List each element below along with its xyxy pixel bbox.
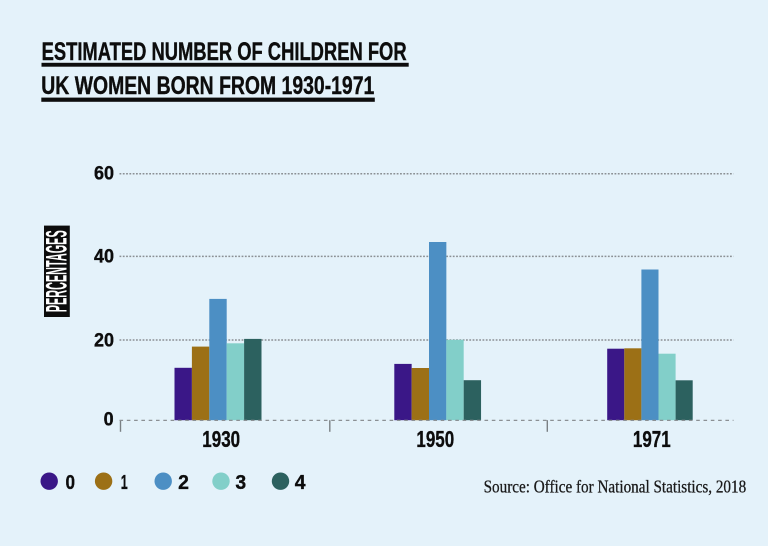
svg-text:2: 2 <box>178 471 189 494</box>
svg-text:0: 0 <box>104 410 114 431</box>
svg-text:ESTIMATED NUMBER OF CHILDREN F: ESTIMATED NUMBER OF CHILDREN FOR <box>42 38 407 66</box>
svg-text:3: 3 <box>235 471 246 494</box>
svg-text:1971: 1971 <box>633 426 671 452</box>
svg-text:4: 4 <box>295 471 306 494</box>
svg-text:PERCENTAGES: PERCENTAGES <box>41 230 74 312</box>
svg-text:UK WOMEN BORN FROM 1930-1971: UK WOMEN BORN FROM 1930-1971 <box>41 72 374 100</box>
svg-text:Source: Office for National St: Source: Office for National Statistics, … <box>484 476 747 496</box>
svg-text:1: 1 <box>121 471 128 494</box>
svg-text:1930: 1930 <box>202 426 240 452</box>
svg-text:60: 60 <box>94 163 114 184</box>
svg-text:1950: 1950 <box>416 426 454 452</box>
svg-text:40: 40 <box>94 247 114 268</box>
svg-text:20: 20 <box>94 330 114 351</box>
svg-text:0: 0 <box>66 471 76 494</box>
